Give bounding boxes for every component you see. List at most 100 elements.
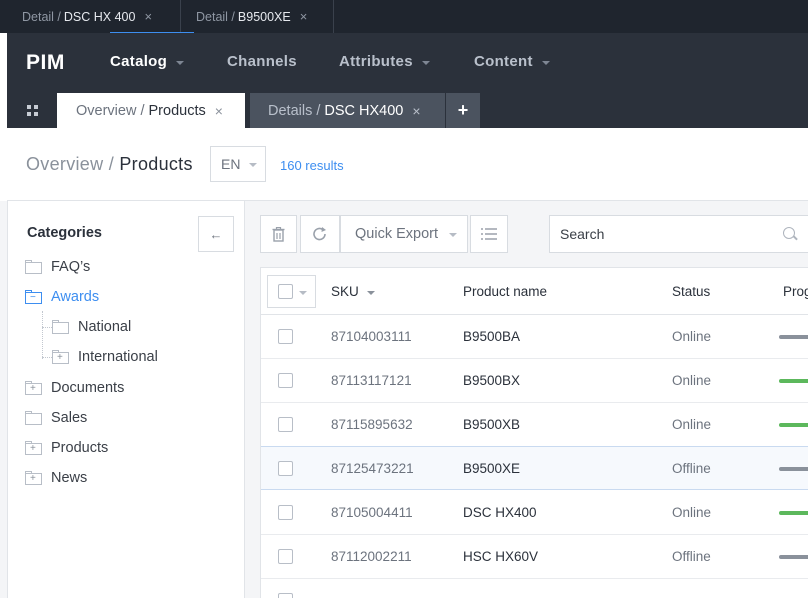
category-products[interactable]: + Products <box>25 440 108 456</box>
column-header-progress[interactable]: Prog <box>783 284 808 299</box>
trash-icon <box>272 226 285 242</box>
page-tab-overview-products[interactable]: Overview / Products × <box>57 93 245 128</box>
nav-item-channels[interactable]: Channels <box>227 53 297 70</box>
page-header: Overview / Products EN 160 results <box>7 128 808 201</box>
folder-plus-icon[interactable]: + <box>25 381 42 395</box>
page-tab-value: DSC HX400 <box>324 102 404 119</box>
folder-icon <box>25 260 42 274</box>
category-documents[interactable]: + Documents <box>25 380 124 396</box>
nav-item-content[interactable]: Content <box>474 53 550 70</box>
tree-connector <box>42 327 52 328</box>
folder-plus-icon[interactable]: + <box>52 350 69 364</box>
column-header-status[interactable]: Status <box>672 284 710 299</box>
category-awards[interactable]: − Awards <box>25 289 99 305</box>
column-header-product-name[interactable]: Product name <box>463 284 547 299</box>
close-icon[interactable]: × <box>412 102 421 119</box>
category-label: Documents <box>51 380 125 396</box>
category-label: News <box>51 470 88 486</box>
refresh-icon <box>313 227 326 241</box>
category-label: International <box>78 349 158 365</box>
tree-connector <box>42 357 52 358</box>
table-row[interactable]: 87115895632 B9500XB Online <box>261 403 808 447</box>
nav-item-label: Content <box>474 53 533 70</box>
app-logo[interactable]: PIM <box>26 51 65 74</box>
chevron-down-icon <box>541 60 550 65</box>
collapse-sidebar-button[interactable]: ← <box>198 216 234 252</box>
language-select[interactable]: EN <box>210 146 266 182</box>
table-row[interactable]: 87104003111 B9500BA Online <box>261 315 808 359</box>
nav-item-attributes[interactable]: Attributes <box>339 53 430 70</box>
page-tab-prefix: Details / <box>268 102 321 119</box>
page-title-value: Products <box>119 154 193 174</box>
page-tab-prefix: Overview / <box>76 102 145 119</box>
table-row[interactable] <box>261 579 808 598</box>
category-faqs[interactable]: FAQ’s <box>25 259 90 275</box>
cell-status: Online <box>672 505 712 520</box>
search-box <box>549 215 808 253</box>
table-row-highlighted[interactable]: 87125473221 B9500XE Offline <box>261 446 808 490</box>
category-news[interactable]: + News <box>25 470 87 486</box>
search-input[interactable] <box>550 216 808 252</box>
table-row[interactable]: 87113117121 B9500BX Online <box>261 359 808 403</box>
quick-export-button[interactable]: Quick Export <box>340 215 468 253</box>
window-tab-dsc-hx400[interactable]: Detail / DSC HX 400 × <box>0 0 181 33</box>
progress-bar <box>779 511 808 515</box>
category-national[interactable]: National <box>52 319 131 335</box>
close-icon[interactable]: × <box>299 9 308 24</box>
column-header-label: Prog <box>783 284 808 299</box>
column-header-label: Status <box>672 284 711 299</box>
products-table: SKU Product name Status Prog 87104003111… <box>260 267 808 598</box>
cell-product-name: B9500XB <box>463 417 521 432</box>
progress-bar <box>779 423 808 427</box>
category-sales[interactable]: Sales <box>25 410 87 426</box>
table-row[interactable]: 87105004411 DSC HX400 Online <box>261 491 808 535</box>
folder-minus-icon[interactable]: − <box>25 290 42 304</box>
row-checkbox[interactable] <box>278 373 293 388</box>
cell-status: Online <box>672 329 712 344</box>
row-checkbox[interactable] <box>278 593 293 598</box>
cell-status: Offline <box>672 461 711 476</box>
table-row[interactable]: 87112002211 HSC HX60V Offline <box>261 535 808 579</box>
close-icon[interactable]: × <box>144 9 153 24</box>
refresh-button[interactable] <box>300 215 340 253</box>
plus-icon: + <box>457 100 469 120</box>
app-grid-button[interactable] <box>7 93 57 128</box>
cell-sku: 87125473221 <box>331 461 414 476</box>
list-view-button[interactable] <box>470 215 508 253</box>
close-icon[interactable]: × <box>214 102 223 119</box>
cell-product-name: HSC HX60V <box>463 549 539 564</box>
cell-product-name: B9500BX <box>463 373 521 388</box>
folder-plus-icon[interactable]: + <box>25 441 42 455</box>
chevron-down-icon <box>421 60 430 65</box>
select-all-checkbox[interactable] <box>278 284 293 299</box>
column-header-sku[interactable]: SKU <box>331 284 375 299</box>
arrow-left-icon: ← <box>209 226 223 242</box>
cell-status: Online <box>672 417 712 432</box>
category-label: Awards <box>51 289 100 305</box>
search-icon[interactable] <box>783 227 795 239</box>
window-tab-prefix: Detail / <box>196 9 235 24</box>
window-tab-value: DSC HX 400 <box>63 9 136 24</box>
folder-plus-icon[interactable]: + <box>25 471 42 485</box>
category-international[interactable]: + International <box>52 349 158 365</box>
row-checkbox[interactable] <box>278 505 293 520</box>
page-tab-details-dsc-hx400[interactable]: Details / DSC HX400 × <box>250 93 445 128</box>
row-checkbox[interactable] <box>278 461 293 476</box>
nav-item-catalog[interactable]: Catalog <box>110 53 185 70</box>
column-header-label: SKU <box>331 284 359 299</box>
categories-heading: Categories <box>27 225 102 241</box>
row-checkbox[interactable] <box>278 329 293 344</box>
column-header-label: Product name <box>463 284 548 299</box>
results-count[interactable]: 160 results <box>280 158 344 173</box>
list-icon <box>481 228 497 240</box>
window-tab-bar: Detail / DSC HX 400 × Detail / B9500XE × <box>0 0 808 34</box>
row-checkbox[interactable] <box>278 549 293 564</box>
row-checkbox[interactable] <box>278 417 293 432</box>
select-all-dropdown[interactable] <box>267 275 316 308</box>
add-tab-button[interactable]: + <box>445 93 480 128</box>
chevron-down-icon[interactable] <box>299 290 307 295</box>
window-tab-b9500xe[interactable]: Detail / B9500XE × <box>181 0 334 33</box>
progress-bar <box>779 379 808 383</box>
cell-product-name: B9500BA <box>463 329 521 344</box>
delete-button[interactable] <box>260 215 297 253</box>
